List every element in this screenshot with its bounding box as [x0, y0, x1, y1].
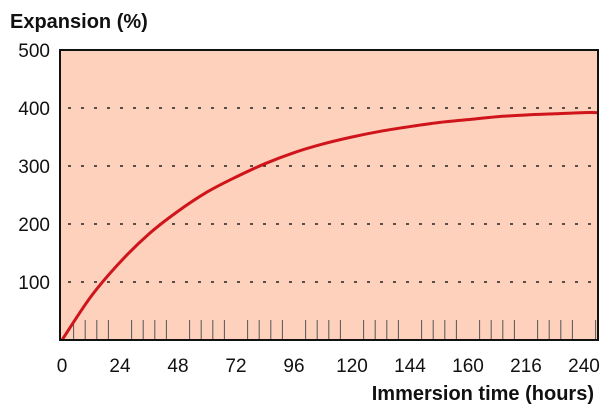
y-axis-title: Expansion (%)	[10, 11, 148, 33]
y-tick-400: 400	[18, 99, 50, 120]
x-tick-160: 160	[452, 356, 484, 377]
y-tick-200: 200	[18, 215, 50, 236]
x-tick-216: 216	[510, 356, 542, 377]
x-minor-ticks	[73, 320, 597, 340]
y-tick-300: 300	[18, 157, 50, 178]
x-tick-96: 96	[283, 356, 304, 377]
x-tick-240: 240	[568, 356, 600, 377]
x-tick-120: 120	[336, 356, 368, 377]
x-tick-144: 144	[394, 356, 426, 377]
expansion-line	[60, 111, 599, 341]
x-tick-24: 24	[109, 356, 131, 377]
y-tick-500: 500	[18, 41, 50, 62]
x-tick-0: 0	[57, 356, 68, 377]
gridlines	[68, 107, 594, 283]
x-tick-72: 72	[225, 356, 246, 377]
y-tick-labels: 100 200 300 400 500	[18, 41, 50, 294]
y-tick-100: 100	[18, 273, 50, 294]
x-tick-48: 48	[167, 356, 188, 377]
plot-area	[60, 50, 598, 340]
x-tick-labels: 0 24 48 72 96 120 144 160 216 240	[57, 356, 600, 377]
x-axis-title: Immersion time (hours)	[372, 383, 594, 405]
plot-frame	[59, 49, 599, 341]
